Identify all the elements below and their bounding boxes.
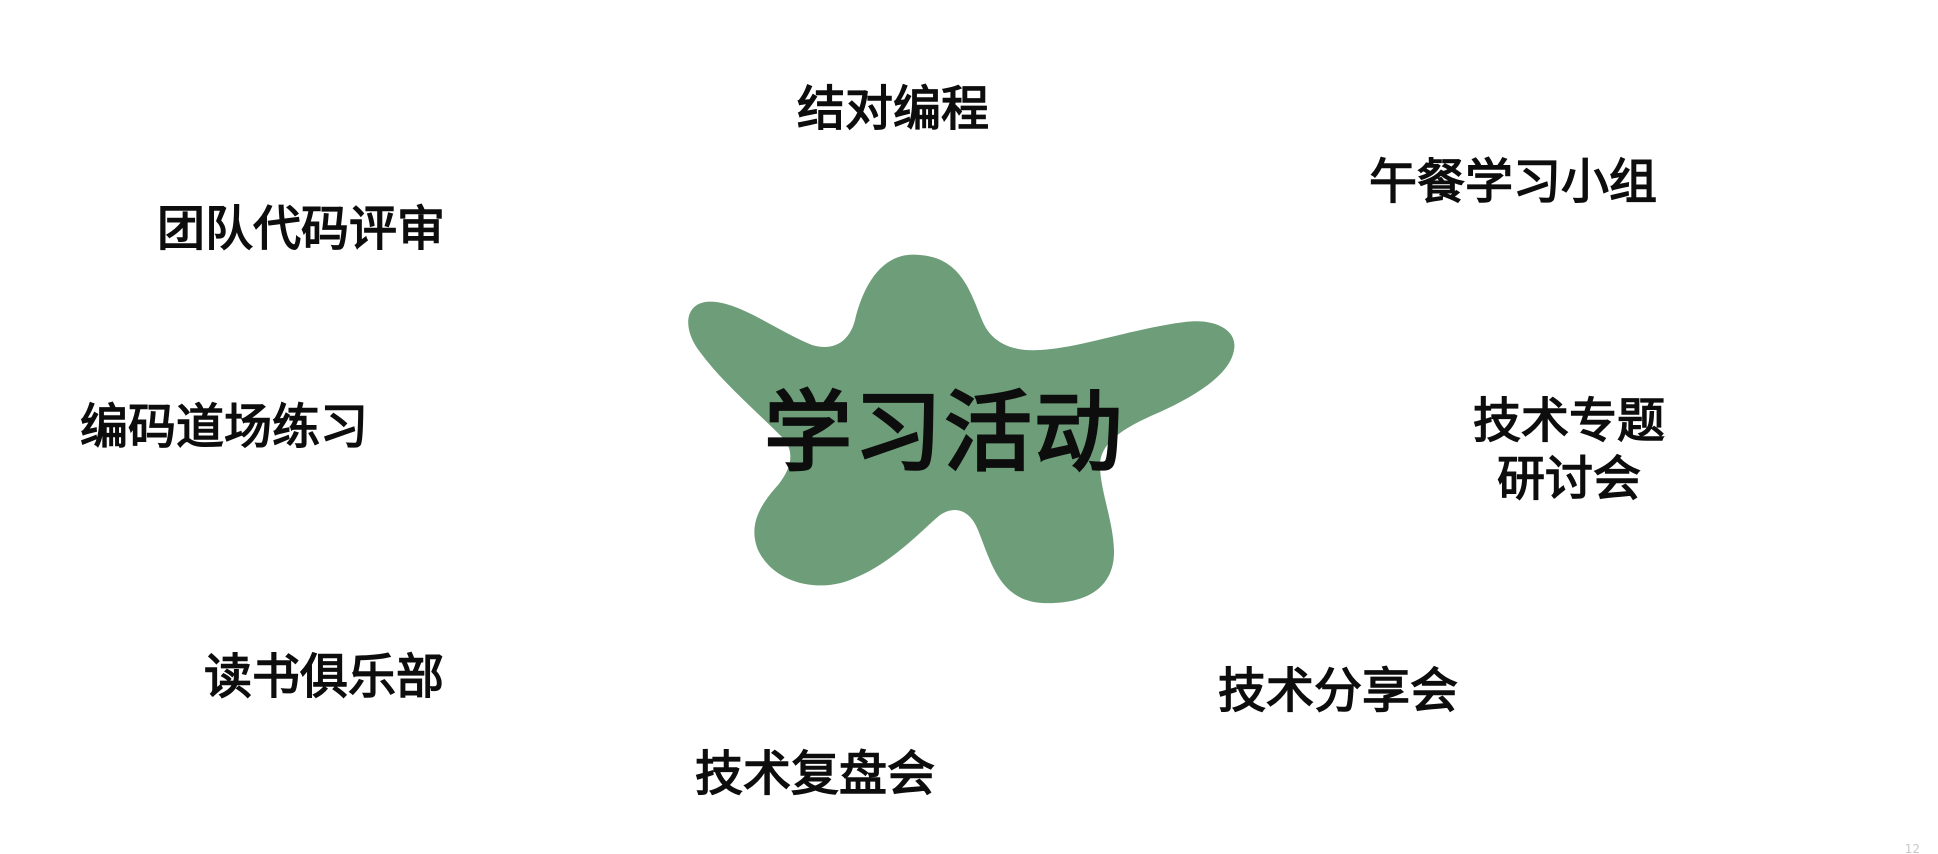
branch-tech-seminar-line-1: 技术专题 [1473,393,1666,449]
branch-book-club: 读书俱乐部 [204,649,445,705]
center-label: 学习活动 [764,380,1125,484]
branch-pair-programming: 结对编程 [797,81,990,137]
branch-tech-retrospective: 技术复盘会 [695,746,936,802]
branch-coding-dojo: 编码道场练习 [80,399,369,455]
branch-tech-seminar-line-2: 研讨会 [1497,451,1642,507]
branch-tech-seminar: 技术专题 研讨会 [1473,392,1665,508]
branch-tech-sharing: 技术分享会 [1218,663,1459,719]
branch-lunch-study-group: 午餐学习小组 [1369,154,1658,210]
page-number: 12 [1904,842,1920,854]
center-blob-path [688,254,1235,604]
branch-team-code-review: 团队代码评审 [157,201,446,257]
